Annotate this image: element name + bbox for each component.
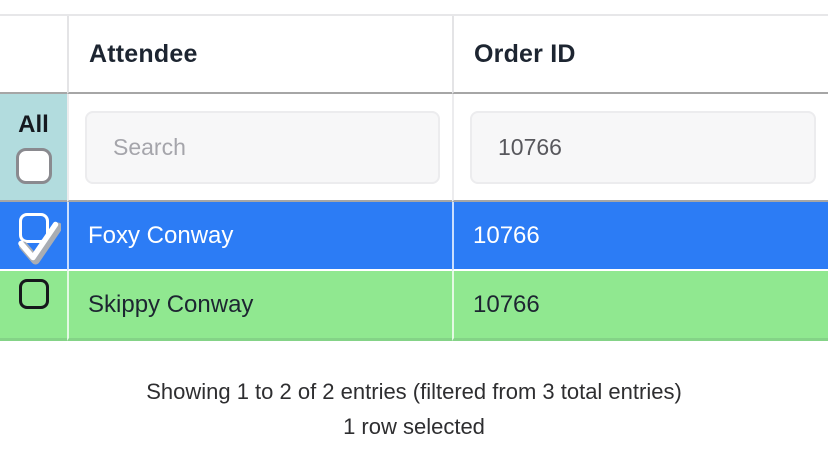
order-id-filter-input[interactable]: [470, 110, 816, 184]
select-all-cell: All: [0, 94, 67, 202]
row-checkbox-cell: [0, 271, 67, 341]
order-id-value: 10766: [473, 290, 540, 318]
attendee-name: Foxy Conway: [88, 221, 234, 249]
attendee-filter-cell: [67, 94, 452, 202]
attendee-name: Skippy Conway: [88, 290, 254, 318]
table-row-attendee[interactable]: Foxy Conway: [67, 202, 452, 271]
select-all-label: All: [18, 110, 49, 138]
row-checkbox-unchecked[interactable]: [18, 279, 49, 309]
table-footer: Showing 1 to 2 of 2 entries (filtered fr…: [0, 374, 828, 444]
header-cell-attendee[interactable]: Attendee: [67, 16, 452, 94]
attendee-table: Attendee Order ID All: [0, 14, 828, 341]
entries-summary: Showing 1 to 2 of 2 entries (filtered fr…: [146, 379, 682, 404]
selection-summary: 1 row selected: [343, 414, 485, 439]
row-checkbox-cell: [0, 202, 67, 271]
order-id-column-label: Order ID: [474, 39, 576, 68]
order-id-filter-cell: [452, 94, 828, 202]
table-row-order-id[interactable]: 10766: [452, 271, 828, 341]
header-cell-select: [0, 16, 67, 94]
table-row-attendee[interactable]: Skippy Conway: [67, 271, 452, 341]
select-all-checkbox[interactable]: [15, 147, 52, 184]
row-checkbox-checked[interactable]: [19, 213, 49, 243]
checkmark-icon: [18, 221, 61, 265]
order-id-filter-wrap: [454, 110, 828, 184]
order-id-value: 10766: [473, 221, 540, 249]
attendee-filter-wrap: [69, 110, 452, 184]
attendee-search-input[interactable]: [85, 110, 440, 184]
header-cell-order-id[interactable]: Order ID: [452, 16, 828, 94]
attendee-column-label: Attendee: [89, 39, 198, 68]
table-row-order-id[interactable]: 10766: [452, 202, 828, 271]
